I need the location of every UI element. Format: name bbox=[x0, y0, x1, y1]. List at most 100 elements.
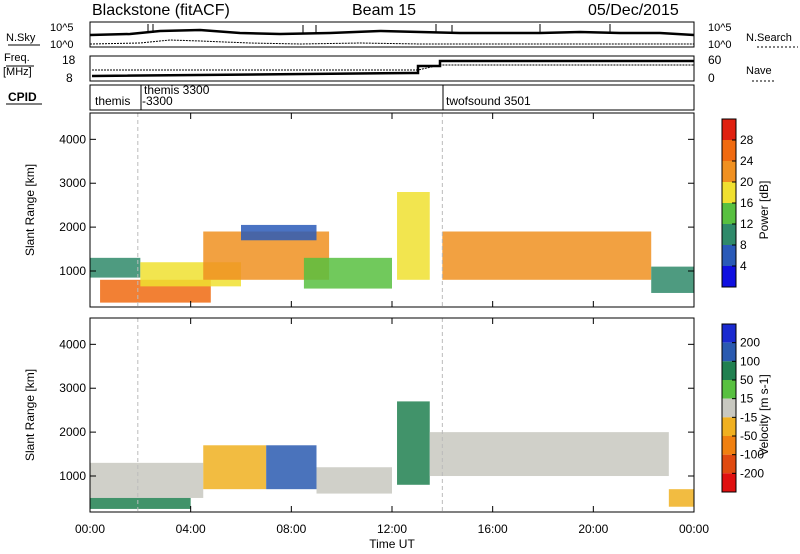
x-tick-label-4: 16:00 bbox=[478, 522, 508, 536]
velocity-colorbar-segment-0 bbox=[722, 324, 736, 343]
freq-panel: Freq. [MHz] Nave 18 8 60 0 bbox=[3, 52, 775, 85]
nsky-label: N.Sky bbox=[6, 32, 36, 44]
cpid-program-1: themis 3300 bbox=[144, 83, 210, 97]
nave-tick-0: 0 bbox=[708, 71, 715, 85]
cpid-panel: CPID themis themis 3300 -3300 twofsound … bbox=[6, 83, 695, 111]
velocity-heatmap-regions bbox=[90, 318, 694, 512]
velocity-region-2 bbox=[203, 445, 267, 490]
freq-tick-18: 18 bbox=[62, 53, 76, 67]
noise-search-line bbox=[89, 39, 694, 45]
x-axis-ticks: 00:00 04:00 08:00 12:00 16:00 20:00 00:00 bbox=[75, 113, 709, 536]
power-colorbar-tick-1: 8 bbox=[740, 238, 747, 252]
station-title: Blackstone (fitACF) bbox=[92, 2, 230, 19]
power-colorbar-segment-6 bbox=[722, 140, 736, 161]
velocity-region-0 bbox=[90, 462, 204, 498]
freq-label-line2: [MHz] bbox=[3, 66, 32, 78]
noise-tick-bottom-left: 10^0 bbox=[50, 39, 74, 51]
velocity-y-tick-label-1: 2000 bbox=[59, 425, 86, 439]
power-colorbar-segment-4 bbox=[722, 182, 736, 203]
velocity-colorbar-tick-5: -50 bbox=[740, 429, 758, 443]
velocity-region-4 bbox=[316, 467, 392, 494]
freq-line bbox=[91, 59, 694, 78]
freq-label-line1: Freq. bbox=[4, 52, 30, 64]
velocity-colorbar-segment-6 bbox=[722, 436, 736, 455]
power-region-8 bbox=[651, 266, 694, 293]
power-y-tick-label-1: 2000 bbox=[59, 220, 86, 234]
power-y-ticks: 1000 2000 3000 4000 bbox=[59, 132, 694, 278]
velocity-colorbar-tick-7: -200 bbox=[740, 466, 764, 480]
nave-tick-60: 60 bbox=[708, 53, 722, 67]
power-region-5 bbox=[303, 257, 392, 289]
nave-line bbox=[92, 64, 694, 71]
velocity-colorbar-tick-1: 100 bbox=[740, 354, 760, 368]
noise-sky-line bbox=[89, 28, 695, 37]
velocity-y-tick-label-3: 4000 bbox=[59, 337, 86, 351]
power-heatmap-regions bbox=[90, 113, 694, 307]
power-colorbar-tick-4: 20 bbox=[740, 175, 754, 189]
velocity-region-1 bbox=[90, 497, 191, 509]
power-y-tick-label-0: 1000 bbox=[59, 264, 86, 278]
cpid-label: CPID bbox=[8, 90, 37, 104]
power-colorbar-segment-7 bbox=[722, 119, 736, 140]
velocity-panel: 1000 2000 3000 4000 Slant Range [km] 200 100… bbox=[23, 317, 771, 513]
power-colorbar-tick-5: 24 bbox=[740, 154, 754, 168]
x-tick-label-0: 00:00 bbox=[75, 522, 105, 536]
velocity-colorbar-segment-2 bbox=[722, 361, 736, 380]
velocity-colorbar-tick-2: 50 bbox=[740, 373, 754, 387]
x-tick-label-5: 20:00 bbox=[578, 522, 608, 536]
cpid-program-1-line2: -3300 bbox=[142, 94, 173, 108]
velocity-colorbar: 200 100 50 15 -15 -50 -100 -200 bbox=[721, 323, 764, 493]
velocity-colorbar-tick-4: -15 bbox=[740, 410, 758, 424]
x-axis-label: Time UT bbox=[369, 537, 415, 551]
velocity-colorbar-segment-8 bbox=[722, 473, 736, 492]
x-tick-label-3: 12:00 bbox=[377, 522, 407, 536]
power-colorbar: 4 8 12 16 20 24 28 bbox=[721, 118, 754, 288]
power-colorbar-tick-2: 12 bbox=[740, 217, 754, 231]
date-label: 05/Dec/2015 bbox=[588, 2, 679, 19]
cpid-program-0: themis bbox=[95, 94, 130, 108]
power-colorbar-segment-1 bbox=[722, 245, 736, 266]
velocity-y-tick-label-2: 3000 bbox=[59, 381, 86, 395]
noise-spikes bbox=[147, 24, 611, 33]
power-y-tick-label-2: 3000 bbox=[59, 176, 86, 190]
power-colorbar-tick-0: 4 bbox=[740, 259, 747, 273]
noise-panel: N.Sky N.Search 10^5 10^0 10^5 10^0 bbox=[6, 21, 798, 51]
velocity-y-label: Slant Range [km] bbox=[23, 369, 37, 461]
x-tick-label-2: 08:00 bbox=[276, 522, 306, 536]
velocity-region-7 bbox=[668, 489, 694, 507]
velocity-colorbar-segment-4 bbox=[722, 398, 736, 418]
velocity-colorbar-segment-7 bbox=[722, 454, 736, 474]
power-colorbar-label: Power [dB] bbox=[757, 181, 771, 240]
velocity-colorbar-tick-6: -100 bbox=[740, 448, 764, 462]
velocity-y-tick-label-0: 1000 bbox=[59, 469, 86, 483]
beam-label: Beam 15 bbox=[352, 2, 416, 19]
nave-label: Nave bbox=[746, 65, 772, 77]
power-region-0 bbox=[90, 257, 141, 278]
velocity-colorbar-segment-3 bbox=[722, 380, 736, 399]
velocity-region-5 bbox=[397, 401, 430, 485]
power-colorbar-segment-0 bbox=[722, 266, 736, 287]
x-tick-label-6: 00:00 bbox=[679, 522, 709, 536]
velocity-region-6 bbox=[429, 432, 669, 477]
x-tick-label-1: 04:00 bbox=[176, 522, 206, 536]
velocity-colorbar-tick-0: 200 bbox=[740, 336, 760, 350]
velocity-colorbar-label: Velocity [m s-1] bbox=[757, 374, 771, 455]
nsearch-label: N.Search bbox=[746, 32, 792, 44]
power-colorbar-tick-6: 28 bbox=[740, 133, 754, 147]
power-y-tick-label-3: 4000 bbox=[59, 132, 86, 146]
noise-tick-top-left: 10^5 bbox=[50, 22, 74, 34]
power-region-6 bbox=[397, 192, 430, 280]
power-colorbar-segment-2 bbox=[722, 224, 736, 245]
velocity-colorbar-tick-3: 15 bbox=[740, 392, 754, 406]
velocity-colorbar-segment-1 bbox=[722, 342, 736, 362]
power-colorbar-segment-5 bbox=[722, 161, 736, 182]
power-region-7 bbox=[442, 231, 652, 280]
power-colorbar-segment-3 bbox=[722, 203, 736, 224]
power-colorbar-tick-3: 16 bbox=[740, 196, 754, 210]
cpid-program-2: twofsound 3501 bbox=[446, 94, 531, 108]
velocity-region-3 bbox=[266, 445, 317, 490]
power-panel: 1000 2000 3000 4000 Slant Range [km] 4 8 12 16… bbox=[23, 112, 771, 308]
noise-tick-bottom-right: 10^0 bbox=[708, 39, 732, 51]
power-y-label: Slant Range [km] bbox=[23, 164, 37, 256]
